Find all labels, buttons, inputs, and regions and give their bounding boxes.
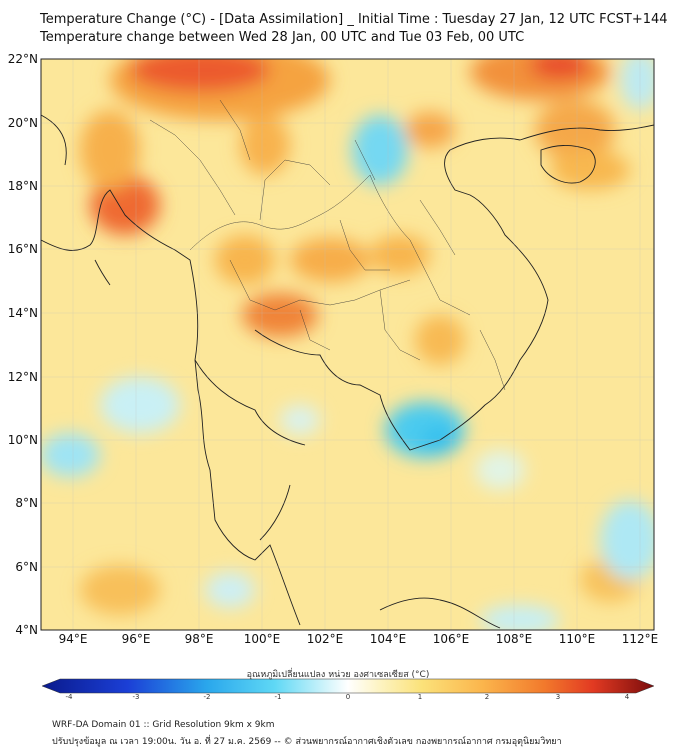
colorbar-tick: -2 [203, 693, 211, 701]
coastline-layer [41, 114, 654, 629]
lon-label: 96°E [121, 632, 151, 646]
province-borders [149, 99, 506, 391]
colorbar-tick: 1 [417, 693, 423, 701]
lon-label: 102°E [306, 632, 344, 646]
lat-label: 20°N [7, 116, 38, 130]
lat-label: 12°N [7, 370, 38, 384]
lat-label: 22°N [7, 52, 38, 66]
colorbar-tick: 4 [624, 693, 630, 701]
lon-label: 100°E [243, 632, 281, 646]
footer-credit: ปรับปรุงข้อมูล ณ เวลา 19:00น. วัน อ. ที่… [52, 737, 562, 747]
colorbar-gradient [41, 678, 655, 694]
lon-label: 104°E [369, 632, 407, 646]
lat-label: 6°N [15, 560, 38, 574]
lat-label: 10°N [7, 433, 38, 447]
colorbar [41, 678, 655, 694]
map-frame [40, 58, 655, 631]
graticule [41, 59, 654, 630]
colorbar-tick: 0 [345, 693, 351, 701]
lat-label: 14°N [7, 306, 38, 320]
colorbar-tick: 3 [555, 693, 561, 701]
colorbar-tick: -3 [132, 693, 140, 701]
lon-label: 110°E [558, 632, 596, 646]
map-title: Temperature Change (°C) - [Data Assimila… [40, 12, 668, 27]
lon-label: 94°E [58, 632, 88, 646]
colorbar-tick: -4 [65, 693, 73, 701]
map-subtitle: Temperature change between Wed 28 Jan, 0… [40, 30, 525, 45]
lat-label: 16°N [7, 242, 38, 256]
footer-domain: WRF-DA Domain 01 :: Grid Resolution 9km … [52, 720, 275, 730]
colorbar-label: อุณหภูมิเปลี่ยนแปลง หน่วย องศาเซลเซียส (… [246, 670, 430, 680]
lat-label: 18°N [7, 179, 38, 193]
lon-label: 112°E [621, 632, 659, 646]
lon-label: 106°E [432, 632, 470, 646]
lat-label: 4°N [15, 623, 38, 637]
lat-label: 8°N [15, 496, 38, 510]
field-layer [41, 59, 654, 630]
colorbar-tick: -1 [274, 693, 282, 701]
colorbar-tick: 2 [484, 693, 490, 701]
lon-label: 108°E [495, 632, 533, 646]
lon-label: 98°E [184, 632, 214, 646]
